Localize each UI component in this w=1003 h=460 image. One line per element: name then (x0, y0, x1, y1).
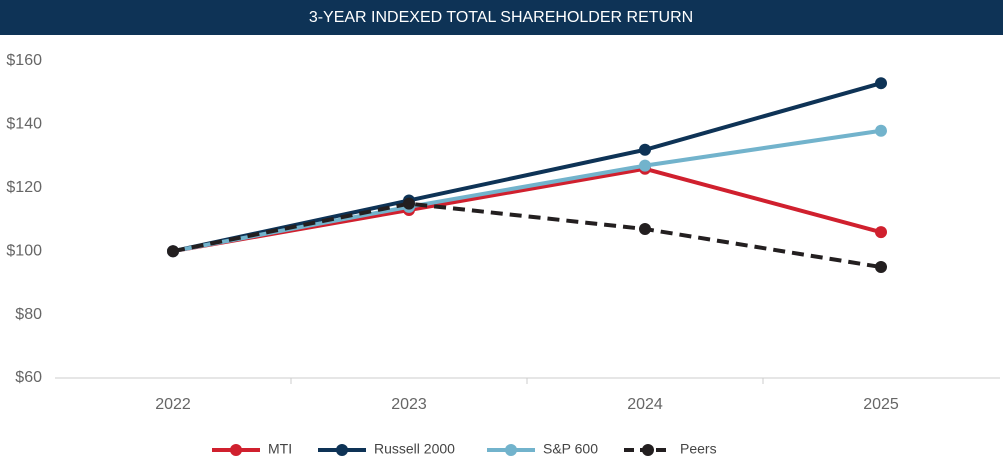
data-point (875, 124, 887, 137)
data-point (639, 223, 651, 236)
legend-label: Peers (680, 441, 717, 457)
legend-label: MTI (268, 441, 292, 457)
data-point (875, 226, 887, 239)
series-line (172, 166, 882, 254)
x-tick-label: 2023 (391, 396, 427, 413)
x-tick-label: 2025 (863, 396, 899, 413)
title-banner (0, 0, 1003, 35)
data-point (875, 77, 887, 90)
data-point (167, 245, 179, 258)
legend-marker (505, 444, 517, 456)
legend-label: Russell 2000 (374, 441, 455, 457)
data-point (639, 143, 651, 156)
series-line (172, 81, 882, 254)
legend-marker (230, 444, 242, 456)
chart-title: 3-YEAR INDEXED TOTAL SHAREHOLDER RETURN (309, 9, 693, 26)
y-tick-label: $140 (6, 116, 42, 133)
x-tick-label: 2022 (155, 396, 191, 413)
data-point (875, 261, 887, 274)
data-point (639, 159, 651, 172)
y-tick-label: $80 (15, 306, 42, 323)
legend-label: S&P 600 (543, 441, 598, 457)
legend-marker (336, 444, 348, 456)
y-tick-label: $60 (15, 369, 42, 386)
data-point (403, 197, 415, 210)
x-tick-label: 2024 (627, 396, 663, 413)
y-tick-label: $100 (6, 242, 42, 259)
series-line (172, 201, 882, 270)
legend-marker (642, 444, 654, 456)
y-tick-label: $160 (6, 52, 42, 69)
y-tick-label: $120 (6, 179, 42, 196)
